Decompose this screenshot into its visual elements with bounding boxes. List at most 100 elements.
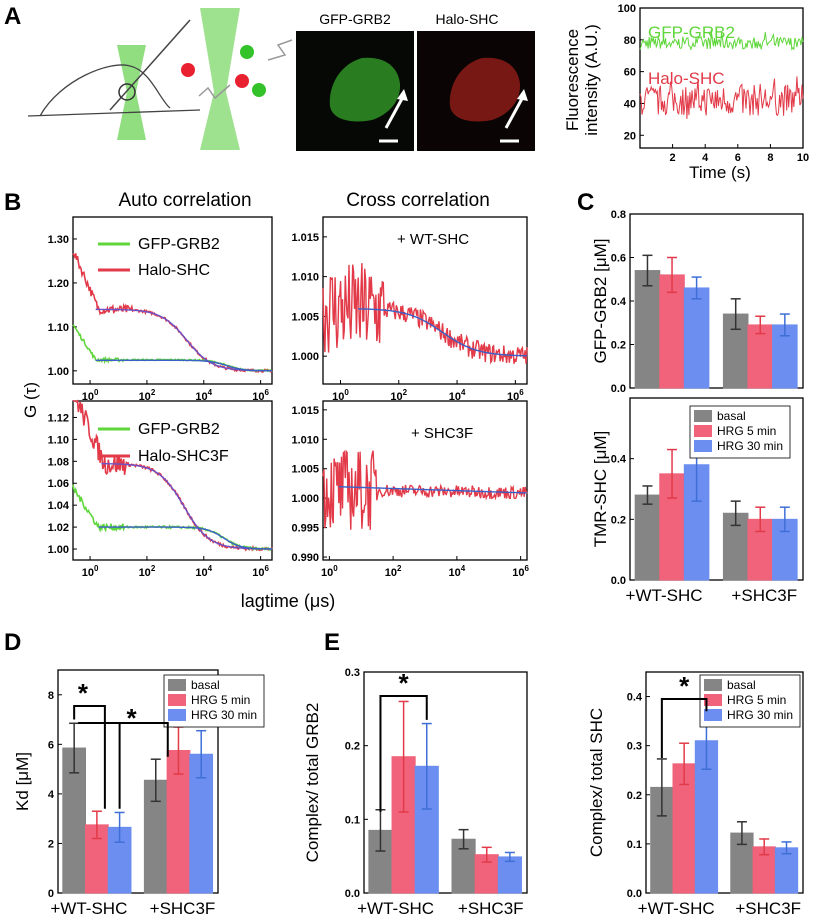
trace-ylabel-line2: intensity (A.U.)	[582, 24, 601, 135]
e-left-sig-star: *	[399, 668, 410, 698]
bar-c-bottom-legend-label: basal	[717, 409, 746, 423]
bar-e-left-category-label: +WT-SHC	[357, 899, 434, 918]
green-molecule-1	[240, 45, 254, 59]
auto-bottom-ytick-label: 1.00	[48, 544, 69, 556]
bar-c-top-bar	[683, 287, 710, 389]
diffusion-path	[198, 39, 293, 100]
cross-top-xtick-label: 100	[332, 388, 349, 403]
d-sig-star: *	[78, 678, 89, 708]
cross-bottom-xtick-label: 100	[321, 564, 338, 579]
bar-e-left-bar	[497, 856, 522, 894]
cross-top-ytick-label: 1.010	[291, 272, 319, 284]
red-molecule-2	[235, 74, 249, 88]
cross-bottom-xtick-label: 106	[512, 564, 529, 579]
cross-top-curve	[322, 263, 528, 365]
bar-d-category-label: +WT-SHC	[50, 899, 127, 918]
cross-bottom-ytick-label: 1.005	[291, 464, 319, 476]
cross-top-xtick-label: 102	[390, 388, 407, 403]
halo-cell-body	[449, 57, 521, 122]
auto-bottom-xtick-label: 104	[195, 564, 212, 579]
e-right-sig-star: *	[679, 671, 690, 701]
auto-top-xtick-label: 102	[139, 388, 156, 403]
pipette-line	[109, 19, 191, 111]
auto-bottom-ytick-label: 1.04	[48, 500, 70, 512]
bar-c-bottom-category-label: +WT-SHC	[626, 586, 703, 605]
auto-top-frame	[72, 216, 273, 385]
auto-top-xtick-label: 100	[82, 388, 99, 403]
auto-bottom-xtick-label: 106	[252, 564, 269, 579]
cross-correlation-title: Cross correlation	[346, 190, 490, 211]
cell-outline	[27, 64, 201, 117]
bar-c-bottom-frame	[629, 397, 804, 581]
bar-e-left-ytick-label: 0.3	[345, 667, 360, 679]
b-ylabel: G (τ)	[21, 382, 40, 418]
halo-arrow	[504, 94, 526, 129]
cross-bottom-ytick-label: 1.015	[291, 405, 319, 417]
d-sig-bracket	[78, 722, 169, 757]
bar-e-right-category-label: +WT-SHC	[638, 899, 715, 918]
bar-c-top-ytick-label: 0.0	[611, 383, 626, 395]
bar-e-right-bar	[774, 847, 799, 894]
bar-c-bottom-legend-label: HRG 30 min	[717, 439, 783, 453]
bar-c-bottom-legend-swatch	[694, 410, 712, 422]
halo-arrow-head	[517, 89, 528, 101]
bar-d-ytick-label: 8	[48, 690, 54, 702]
red-molecule-1	[181, 63, 195, 77]
e-right-sig-bracket	[660, 698, 708, 758]
bar-d-legend-label: HRG 5 min	[191, 693, 250, 707]
auto-top-ytick-label: 1.10	[48, 322, 69, 334]
bar-e-left-ytick-label: 0.1	[345, 814, 360, 826]
auto-bottom-ytick-label: 1.10	[48, 434, 69, 446]
gfp-cell-body	[329, 57, 401, 122]
panel-letter-e: E	[324, 629, 340, 656]
bar-e-right-legend-label: basal	[727, 678, 756, 692]
bar-e-right-category-label: +SHC3F	[735, 899, 801, 918]
bar-e-right-ytick-label: 0.2	[627, 790, 642, 802]
auto-bottom-xtick-label: 100	[82, 564, 99, 579]
bar-d-legend-label: basal	[191, 678, 220, 692]
auto-bottom-frame	[72, 400, 273, 561]
gfp-arrow	[384, 94, 406, 129]
trace-ytick-label: 40	[624, 98, 636, 110]
auto-bottom-ytick-label: 1.06	[48, 478, 69, 490]
correlation-plots: 1.00 1.10 1.20 1.30 100 102 104 106 1.000 1.005 1.…	[48, 216, 530, 579]
auto-top-ytick-label: 1.00	[48, 366, 69, 378]
panel-letter-d: D	[4, 629, 21, 656]
trace-xlabel: Time (s)	[689, 163, 751, 182]
panel-letter-b: B	[4, 189, 21, 216]
focal-volume	[118, 83, 136, 101]
auto-bottom-xtick-label: 102	[139, 564, 156, 579]
bar-d-ytick-label: 2	[48, 838, 54, 850]
auto-top-xtick-label: 104	[195, 388, 212, 403]
bar-c-bottom-legend-label: HRG 5 min	[717, 424, 776, 438]
bar-d-legend-swatch	[168, 694, 186, 706]
bar-d-ytick-label: 4	[48, 789, 55, 801]
trace-gfp-line	[639, 30, 804, 51]
auto-bottom-gfp-curve	[72, 484, 273, 551]
auto-top-ytick-label: 1.30	[48, 234, 69, 246]
bar-d-frame	[57, 669, 219, 894]
bar-e-right-ytick-label: 0.1	[627, 839, 642, 851]
cross-top-fit	[358, 308, 527, 357]
fluorescence-trace-chart: 20 40 60 80 100 2 4 6 8 10	[618, 3, 809, 164]
bar-c-bottom-category-label: +SHC3F	[731, 586, 797, 605]
bar-e-left-ytick-label: 0.0	[345, 888, 360, 900]
cross-bottom-ytick-label: 1.000	[291, 493, 319, 505]
image-label-gfp-grb2: GFP-GRB2	[319, 11, 391, 27]
trace-ylabel-line1: Fluorescence	[563, 29, 582, 131]
bar-e-right-legend-label: HRG 30 min	[727, 708, 793, 722]
cross-bottom-ytick-label: 0.995	[291, 523, 319, 535]
bar-c-bottom-legend-swatch	[694, 425, 712, 437]
cross-bottom-xtick-label: 102	[385, 564, 402, 579]
cross-top-ytick-label: 1.015	[291, 232, 319, 244]
bar-e-right-ytick-label: 0.3	[627, 741, 642, 753]
trace-halo-line	[639, 76, 804, 119]
bar-d-ytick-label: 6	[48, 739, 54, 751]
bar-e-right-legend-label: HRG 5 min	[727, 693, 786, 707]
trace-frame	[639, 7, 804, 149]
image-label-halo-shc: Halo-SHC	[435, 11, 498, 27]
bar-c-top-ytick-label: 0.4	[611, 296, 627, 308]
cross-bottom-xtick-label: 104	[449, 564, 466, 579]
